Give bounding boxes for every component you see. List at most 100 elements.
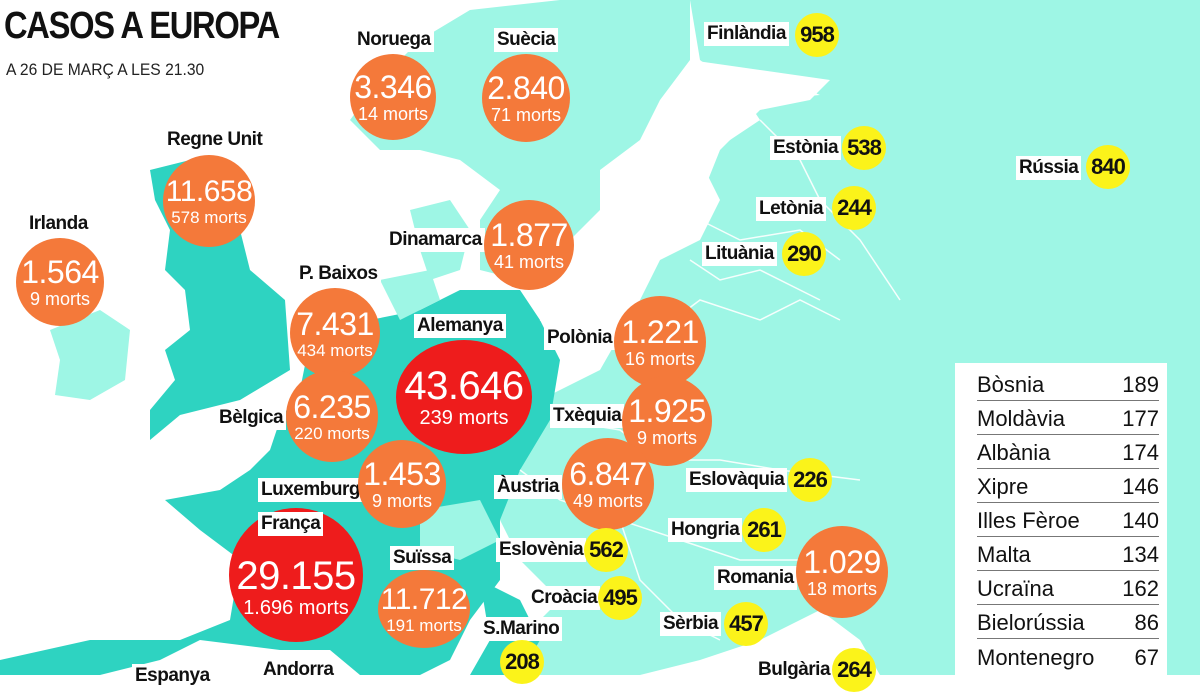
row-value: 189 (1122, 372, 1159, 397)
deaths-dinamarca: 41 morts (493, 252, 565, 272)
label-p-baixos: P. Baixos (296, 262, 381, 286)
bubble-letonia: 244 (832, 186, 876, 230)
label-estonia: Estònia (770, 136, 842, 160)
row-name: Bielorússia (977, 610, 1085, 635)
deaths-regne-unit: 578 morts (171, 207, 247, 227)
table-row: Illes Fèroe 140 (977, 503, 1159, 537)
cases-alemanya: 43.646 (404, 364, 524, 408)
cases-p-baixos: 7.431 (296, 305, 374, 342)
cases-polonia: 1.221 (621, 314, 699, 350)
label-croacia: Croàcia (528, 586, 601, 610)
table-row: Bielorússia 86 (977, 605, 1159, 639)
row-value: 174 (1122, 440, 1159, 465)
bubble-russia: 840 (1086, 145, 1130, 189)
bubble-hongria: 261 (742, 508, 786, 552)
row-value: 67 (1134, 645, 1159, 670)
label-espanya: Espanya (132, 664, 213, 688)
table-row: Xipre 146 (977, 469, 1159, 503)
deaths-belgica: 220 morts (294, 423, 370, 443)
table-row: Albània 174 (977, 435, 1159, 469)
deaths-austria: 49 morts (572, 491, 644, 511)
label-eslovenia: Eslovènia (496, 538, 587, 562)
label-bulgaria: Bulgària (755, 658, 834, 682)
map-subtitle: A 26 DE MARÇ A LES 21.30 (6, 60, 205, 79)
deaths-suecia: 71 morts (490, 105, 562, 125)
row-value: 140 (1122, 508, 1159, 533)
cases-dinamarca: 1.877 (490, 217, 568, 253)
cases-suissa: 11.712 (380, 582, 468, 616)
bubble-p-baixos: 7.431 434 morts (290, 288, 380, 378)
bubble-txequia: 1.925 9 morts (622, 376, 712, 466)
label-irlanda: Irlanda (26, 212, 91, 236)
bubble-croacia: 495 (598, 576, 642, 620)
bubble-dinamarca: 1.877 41 morts (484, 200, 574, 290)
deaths-noruega: 14 morts (357, 104, 429, 124)
deaths-franca: 1.696 morts (243, 597, 349, 619)
bubble-finlandia: 958 (795, 13, 839, 57)
label-suissa: Suïssa (390, 546, 455, 570)
row-name: Illes Fèroe (977, 508, 1080, 533)
table-row: Montenegro 67 (977, 639, 1159, 673)
row-value: 86 (1134, 610, 1159, 635)
deaths-suissa: 191 morts (386, 615, 462, 635)
row-name: Ucraïna (977, 576, 1055, 601)
row-value: 177 (1122, 406, 1159, 431)
table-row: Ucraïna 162 (977, 571, 1159, 605)
deaths-p-baixos: 434 morts (297, 340, 373, 360)
deaths-polonia: 16 morts (624, 349, 696, 369)
bubble-noruega: 3.346 14 morts (350, 54, 436, 140)
row-name: Bòsnia (977, 372, 1045, 397)
deaths-luxemburg: 9 morts (371, 491, 432, 511)
cases-romania: 1.029 (803, 544, 881, 580)
row-name: Albània (977, 440, 1051, 465)
other-countries-table: Bòsnia 189 Moldàvia 177 Albània 174 Xipre 14… (955, 363, 1167, 675)
label-eslovaquia: Eslovàquia (686, 468, 788, 492)
cases-franca: 29.155 (236, 554, 356, 598)
cases-belgica: 6.235 (293, 388, 371, 425)
deaths-txequia: 9 morts (636, 428, 697, 448)
bubble-suissa: 11.712 191 morts (378, 570, 470, 648)
bubble-suecia: 2.840 71 morts (482, 54, 570, 142)
bubble-luxemburg: 1.453 9 morts (358, 440, 446, 528)
label-alemanya: Alemanya (414, 314, 506, 338)
label-luxemburg: Luxemburg (258, 478, 363, 502)
label-romania: Romania (714, 566, 797, 590)
bubble-estonia: 538 (842, 126, 886, 170)
deaths-romania: 18 morts (806, 579, 878, 599)
bubble-bulgaria: 264 (832, 648, 876, 692)
label-franca-overlay: França (258, 512, 324, 536)
cases-suecia: 2.840 (487, 70, 565, 106)
cases-txequia: 1.925 (628, 393, 706, 429)
row-name: Malta (977, 542, 1031, 567)
label-andorra: Andorra (260, 658, 337, 682)
cases-noruega: 3.346 (354, 69, 432, 105)
label-hongria: Hongria (668, 518, 743, 542)
label-suecia: Suècia (494, 28, 559, 52)
label-austria: Àustria (494, 475, 562, 499)
deaths-irlanda: 9 morts (29, 289, 90, 309)
label-serbia: Sèrbia (660, 612, 722, 636)
bubble-serbia: 457 (724, 602, 768, 646)
label-lituania: Lituània (702, 242, 777, 266)
bubble-regne-unit: 11.658 578 morts (163, 155, 255, 247)
bubble-alemanya: 43.646 239 morts (396, 340, 532, 454)
bubble-s-marino: 208 (500, 640, 544, 684)
cases-austria: 6.847 (569, 456, 647, 492)
cases-regne-unit: 11.658 (165, 174, 253, 208)
row-name: Moldàvia (977, 406, 1066, 431)
row-value: 134 (1122, 542, 1159, 567)
cases-luxemburg: 1.453 (363, 456, 441, 492)
bubble-austria: 6.847 49 morts (562, 438, 654, 530)
label-txequia: Txèquia (550, 404, 625, 428)
bubble-eslovenia: 562 (584, 528, 628, 572)
label-letonia: Letònia (756, 197, 827, 221)
row-name: Xipre (977, 474, 1029, 499)
map-title: CASOS A EUROPA (4, 5, 280, 47)
bubble-eslovaquia: 226 (788, 458, 832, 502)
bubble-lituania: 290 (782, 232, 826, 276)
table-row: Malta 134 (977, 537, 1159, 571)
bubble-romania: 1.029 18 morts (796, 526, 888, 618)
label-noruega: Noruega (354, 28, 434, 52)
bubble-belgica: 6.235 220 morts (286, 370, 378, 462)
bubble-polonia: 1.221 16 morts (614, 296, 706, 388)
